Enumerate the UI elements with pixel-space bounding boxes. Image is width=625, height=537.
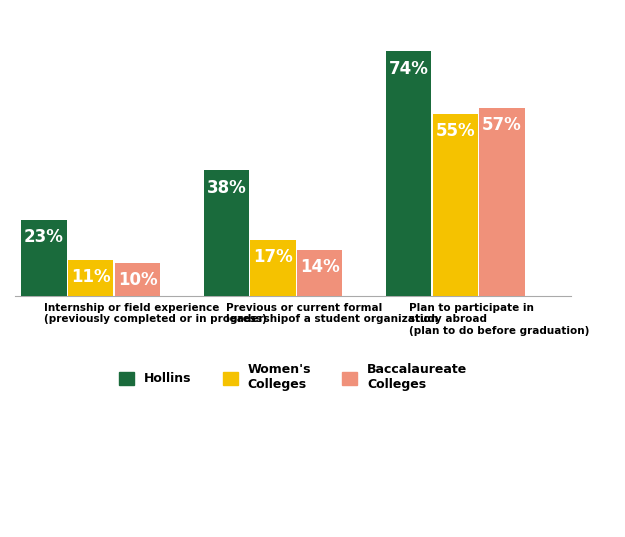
Bar (386, 52, 431, 296)
Bar (21, 220, 67, 296)
Bar (251, 240, 296, 296)
Bar (479, 107, 524, 296)
Bar (115, 263, 160, 296)
Text: 11%: 11% (71, 268, 111, 286)
Legend: Hollins, Women's
Colleges, Baccalaureate
Colleges: Hollins, Women's Colleges, Baccalaureate… (114, 359, 473, 396)
Text: 55%: 55% (436, 122, 475, 140)
Text: 74%: 74% (389, 60, 429, 78)
Text: 10%: 10% (118, 271, 158, 289)
Bar (204, 170, 249, 296)
Bar (68, 259, 113, 296)
Text: 14%: 14% (300, 258, 340, 276)
Text: 23%: 23% (24, 228, 64, 246)
Bar (432, 114, 478, 296)
Text: 17%: 17% (253, 248, 293, 266)
Bar (298, 250, 343, 296)
Text: 38%: 38% (206, 179, 246, 197)
Text: 57%: 57% (482, 116, 522, 134)
